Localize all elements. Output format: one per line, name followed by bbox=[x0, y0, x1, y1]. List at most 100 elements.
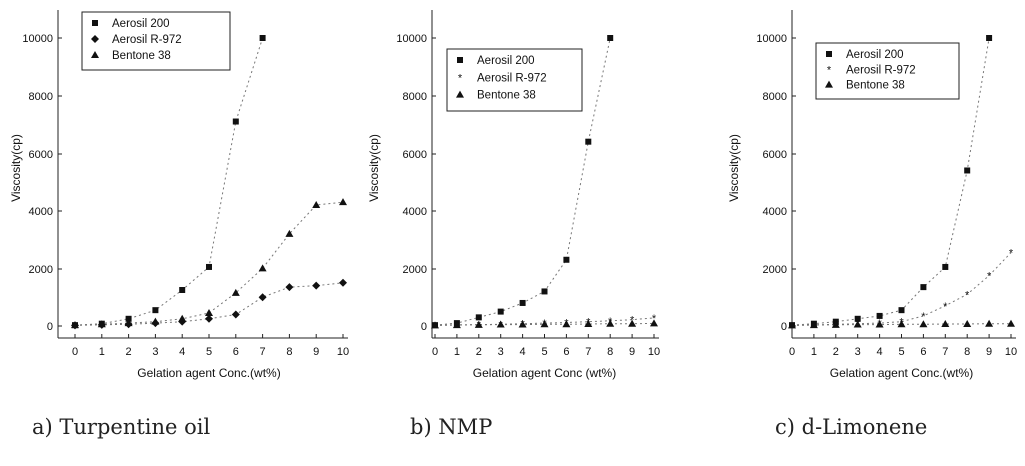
y-tick-label: 10000 bbox=[22, 33, 53, 45]
data-point bbox=[205, 309, 213, 317]
y-tick-label: 8000 bbox=[763, 91, 787, 103]
y-tick-label: 4000 bbox=[29, 206, 53, 218]
data-point bbox=[964, 167, 971, 174]
legend: Aerosil 200 * Aerosil R-972 Bentone 38 bbox=[446, 48, 583, 112]
data-point bbox=[831, 320, 840, 328]
x-tick-label: 7 bbox=[260, 346, 266, 358]
data-point: * bbox=[652, 313, 657, 325]
data-point bbox=[963, 319, 972, 327]
data-point bbox=[71, 321, 79, 329]
legend: Aerosil 200 * Aerosil R-972 Bentone 38 bbox=[815, 42, 960, 100]
chart-panel-1: 0 2000 4000 6000 8000 10000 0 1 2 3 4 5 6 7 8 9 10 Gelati… bbox=[9, 10, 349, 380]
legend-box bbox=[81, 11, 231, 71]
x-tick-label: 2 bbox=[476, 346, 482, 358]
data-point bbox=[475, 314, 482, 321]
data-point bbox=[540, 320, 549, 328]
y-tick-label: 6000 bbox=[763, 149, 787, 161]
x-tick-label: 2 bbox=[833, 346, 839, 358]
series-line-1 bbox=[74, 37, 264, 326]
data-point bbox=[541, 288, 548, 295]
legend-marker: * bbox=[827, 64, 832, 76]
y-tick-label: 2000 bbox=[29, 264, 53, 276]
legend-label: Aerosil 200 bbox=[846, 49, 904, 61]
series-line-1 bbox=[791, 37, 990, 326]
legend-label: Aerosil R-972 bbox=[477, 72, 547, 84]
x-tick-label: 7 bbox=[942, 346, 948, 358]
legend-marker bbox=[825, 80, 833, 88]
y-tick-label: 2000 bbox=[763, 264, 787, 276]
data-point bbox=[496, 320, 505, 328]
data-point bbox=[585, 138, 592, 145]
legend-label: Aerosil 200 bbox=[112, 18, 170, 30]
legend-marker bbox=[91, 35, 99, 43]
y-tick-label: 0 bbox=[781, 321, 787, 333]
caption-a: a) Turpentine oil bbox=[32, 415, 211, 439]
series-2: *********** bbox=[790, 248, 1014, 333]
x-tick-label: 6 bbox=[920, 346, 926, 358]
y-tick-label: 0 bbox=[421, 321, 427, 333]
legend-marker bbox=[92, 20, 98, 26]
x-tick-label: 5 bbox=[541, 346, 547, 358]
data-point bbox=[431, 321, 439, 329]
legend-label: Aerosil R-972 bbox=[112, 34, 182, 46]
data-point bbox=[584, 319, 593, 327]
legend-marker bbox=[456, 90, 464, 98]
x-tick-label: 2 bbox=[126, 346, 132, 358]
legend-marker: * bbox=[458, 72, 463, 84]
legend-marker bbox=[91, 51, 99, 58]
data-point bbox=[875, 320, 884, 328]
x-tick-label: 8 bbox=[964, 346, 970, 358]
data-point bbox=[606, 319, 615, 327]
data-point bbox=[452, 321, 461, 329]
series-2 bbox=[71, 278, 347, 330]
x-axis-label: Gelation agent Conc.(wt%) bbox=[137, 366, 280, 380]
data-point bbox=[563, 256, 570, 263]
data-point bbox=[876, 312, 883, 319]
caption-b: b) NMP bbox=[410, 415, 493, 439]
data-point: * bbox=[921, 311, 926, 323]
y-tick-label: 10000 bbox=[756, 33, 787, 45]
y-tick-label: 2000 bbox=[403, 264, 427, 276]
y-tick-label: 4000 bbox=[403, 206, 427, 218]
data-point bbox=[920, 284, 927, 291]
x-tick-label: 10 bbox=[1005, 346, 1017, 358]
legend-label: Bentone 38 bbox=[846, 80, 905, 92]
x-tick-label: 7 bbox=[585, 346, 591, 358]
y-tick-label: 8000 bbox=[29, 91, 53, 103]
data-point: * bbox=[943, 301, 948, 313]
data-point bbox=[178, 314, 187, 322]
data-point bbox=[942, 263, 949, 270]
data-point bbox=[258, 264, 267, 272]
data-point bbox=[312, 201, 321, 209]
data-point bbox=[853, 320, 862, 328]
data-point bbox=[285, 229, 294, 237]
x-tick-label: 8 bbox=[607, 346, 613, 358]
x-tick-label: 8 bbox=[286, 346, 292, 358]
data-point bbox=[285, 283, 294, 292]
data-point bbox=[562, 320, 571, 328]
data-point bbox=[941, 319, 950, 327]
data-point bbox=[809, 321, 818, 329]
x-tick-label: 0 bbox=[72, 346, 78, 358]
y-tick-label: 0 bbox=[47, 321, 53, 333]
legend-marker bbox=[826, 51, 832, 57]
data-point bbox=[232, 118, 239, 125]
series-line-2 bbox=[791, 252, 1012, 326]
series-3 bbox=[788, 319, 1015, 329]
x-tick-label: 1 bbox=[454, 346, 460, 358]
chart-panel-3: 0 2000 4000 6000 8000 10000 0 1 2 3 4 5 6 7 8 9 10 Gelati… bbox=[727, 10, 1017, 380]
x-tick-label: 6 bbox=[563, 346, 569, 358]
data-point: * bbox=[987, 271, 992, 283]
y-tick-label: 6000 bbox=[403, 149, 427, 161]
y-axis-label: Viscosity(cp) bbox=[727, 134, 741, 202]
x-tick-label: 5 bbox=[898, 346, 904, 358]
y-axis-label: Viscosity(cp) bbox=[367, 134, 381, 202]
x-axis-label: Gelation agent Conc (wt%) bbox=[473, 366, 616, 380]
legend-box bbox=[815, 42, 960, 100]
x-tick-label: 6 bbox=[233, 346, 239, 358]
data-point bbox=[607, 35, 614, 41]
series-line-3 bbox=[434, 322, 655, 326]
y-axis-label: Viscosity(cp) bbox=[9, 134, 23, 202]
x-tick-label: 10 bbox=[648, 346, 660, 358]
